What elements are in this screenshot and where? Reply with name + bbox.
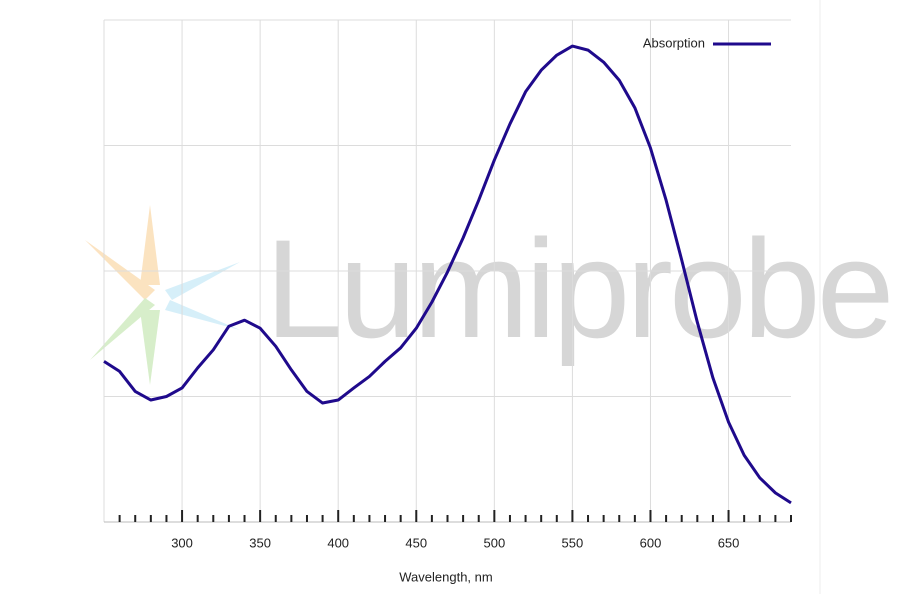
line-series <box>103 44 792 505</box>
x-tick-label: 350 <box>249 535 271 550</box>
x-tick-label: 400 <box>327 535 349 550</box>
x-tick-label: 300 <box>171 535 193 550</box>
x-tick-label: 650 <box>718 535 740 550</box>
legend-label: Absorption <box>643 35 705 50</box>
x-tick-label: 450 <box>405 535 427 550</box>
watermark: Lumiprobe <box>265 210 891 367</box>
logo <box>85 205 240 385</box>
x-tick-label: 500 <box>483 535 505 550</box>
x-tick-label: 550 <box>562 535 584 550</box>
x-tick-label: 600 <box>640 535 662 550</box>
x-axis-label: Wavelength, nm <box>399 569 492 584</box>
